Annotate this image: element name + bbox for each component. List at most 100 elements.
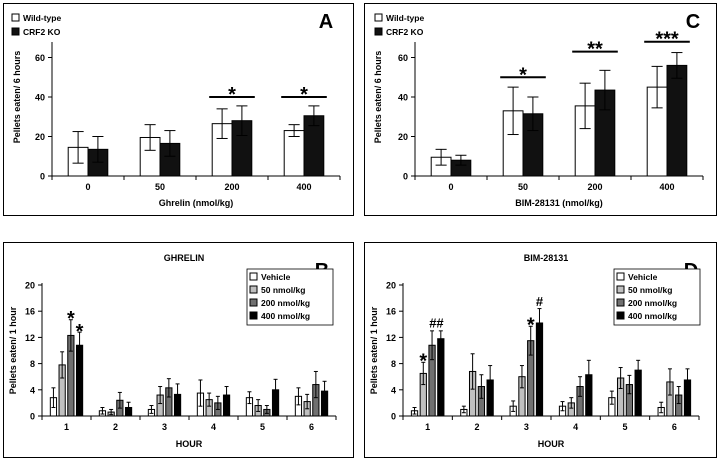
legend-label: CRF2 KO <box>23 27 61 37</box>
legend-swatch <box>12 28 19 35</box>
y-tick-label: 20 <box>398 132 408 142</box>
significance-marker: * <box>519 64 527 86</box>
panel-d: 0 4 8 12 16 20 1 2 3 4 5 6 HOUR Pellets eaten/ 1 hour… <box>364 242 717 458</box>
x-tick-label: 3 <box>162 422 167 432</box>
y-tick-label: 60 <box>35 53 45 63</box>
y-tick-label: 8 <box>30 359 35 369</box>
legend: Vehicle 50 nmol/kg 200 nmol/kg 400 nmol/kg <box>247 269 333 325</box>
y-tick-label: 20 <box>25 281 35 291</box>
bar <box>438 339 444 416</box>
y-axis-label: Pellets eaten/ 6 hours <box>12 51 22 144</box>
significance-marker: ** <box>587 39 603 61</box>
y-tick-label: 8 <box>391 359 396 369</box>
x-axis-label: BIM-28131 (nmol/kg) <box>515 198 603 208</box>
x-tick-label: 2 <box>474 422 479 432</box>
panel-b: 0 4 8 12 16 20 1 2 3 4 5 6 HOUR Pellets eaten/ 1 hour… <box>3 242 354 458</box>
x-tick-label: 5 <box>622 422 627 432</box>
legend-swatch <box>617 286 624 293</box>
x-tick-label: 3 <box>524 422 529 432</box>
chart-c: 020406080050200400BIM-28131 (nmol/kg)Pel… <box>365 4 716 215</box>
legend-label: 400 nmol/kg <box>628 311 677 321</box>
chart-title: BIM-28131 <box>524 253 569 263</box>
x-tick-label: 0 <box>85 182 90 192</box>
legend-label: CRF2 KO <box>386 27 424 37</box>
legend-label: 400 nmol/kg <box>261 311 310 321</box>
legend-swatch <box>617 273 624 280</box>
x-tick-label: 2 <box>113 422 118 432</box>
x-tick-label: 4 <box>573 422 578 432</box>
y-tick-label: 16 <box>25 307 35 317</box>
x-tick-label: 4 <box>211 422 216 432</box>
y-tick-label: 20 <box>386 281 396 291</box>
x-tick-label: 5 <box>260 422 265 432</box>
y-tick-label: 0 <box>403 172 408 182</box>
y-tick-label: 40 <box>398 93 408 103</box>
significance-marker: * <box>67 308 75 330</box>
legend: Wild-type CRF2 KO <box>9 10 81 42</box>
bar <box>667 65 687 176</box>
legend-swatch <box>250 286 257 293</box>
legend-swatch <box>12 14 19 21</box>
significance-marker: * <box>76 321 84 343</box>
x-tick-label: 400 <box>296 182 311 192</box>
chart-a: 020406080050200400Ghrelin (nmol/kg)Pelle… <box>4 4 353 215</box>
significance-marker: * <box>419 350 427 372</box>
legend-label: 50 nmol/kg <box>261 285 305 295</box>
x-axis-label: HOUR <box>176 439 203 449</box>
y-tick-label: 4 <box>30 385 35 395</box>
y-tick-label: 40 <box>35 93 45 103</box>
y-axis-label: Pellets eaten/ 1 hour <box>8 306 18 394</box>
legend-swatch <box>375 28 382 35</box>
significance-marker: *** <box>655 29 679 51</box>
y-tick-label: 20 <box>35 132 45 142</box>
y-axis-label: Pellets eaten/ 6 hours <box>373 51 383 144</box>
y-tick-label: 4 <box>391 385 396 395</box>
legend-label: Vehicle <box>628 272 658 282</box>
significance-marker: # <box>536 294 544 309</box>
y-tick-label: 0 <box>391 412 396 422</box>
y-tick-label: 12 <box>386 333 396 343</box>
x-tick-label: 200 <box>587 182 602 192</box>
legend-label: 200 nmol/kg <box>628 298 677 308</box>
legend-swatch <box>250 312 257 319</box>
legend-swatch <box>375 14 382 21</box>
x-tick-label: 1 <box>64 422 69 432</box>
legend-label: Vehicle <box>261 272 291 282</box>
legend-swatch <box>250 299 257 306</box>
legend-label: Wild-type <box>386 13 424 23</box>
x-tick-label: 400 <box>659 182 674 192</box>
legend-label: Wild-type <box>23 13 61 23</box>
y-tick-label: 16 <box>386 307 396 317</box>
y-tick-label: 0 <box>40 172 45 182</box>
legend-swatch <box>617 312 624 319</box>
legend-swatch <box>617 299 624 306</box>
bar <box>284 131 304 176</box>
x-tick-label: 50 <box>518 182 528 192</box>
x-tick-label: 50 <box>155 182 165 192</box>
chart-title: GHRELIN <box>164 253 205 263</box>
x-tick-label: 0 <box>448 182 453 192</box>
significance-marker: * <box>527 314 535 336</box>
x-tick-label: 6 <box>309 422 314 432</box>
panel-letter: A <box>319 11 333 33</box>
significance-marker: * <box>300 84 308 106</box>
x-tick-label: 6 <box>672 422 677 432</box>
panel-a: 020406080050200400Ghrelin (nmol/kg)Pelle… <box>3 3 354 216</box>
legend: Wild-type CRF2 KO <box>372 10 444 42</box>
legend: Vehicle 50 nmol/kg 200 nmol/kg 400 nmol/kg <box>614 269 700 325</box>
x-axis-label: Ghrelin (nmol/kg) <box>159 198 234 208</box>
y-tick-label: 60 <box>398 53 408 63</box>
legend-label: 50 nmol/kg <box>628 285 672 295</box>
legend-swatch <box>250 273 257 280</box>
significance-marker: ## <box>429 316 444 331</box>
x-tick-label: 200 <box>224 182 239 192</box>
y-tick-label: 0 <box>30 412 35 422</box>
y-tick-label: 12 <box>25 333 35 343</box>
x-tick-label: 1 <box>425 422 430 432</box>
legend-label: 200 nmol/kg <box>261 298 310 308</box>
panel-c: 020406080050200400BIM-28131 (nmol/kg)Pel… <box>364 3 717 216</box>
panel-letter: C <box>686 11 700 33</box>
x-axis-label: HOUR <box>538 439 565 449</box>
